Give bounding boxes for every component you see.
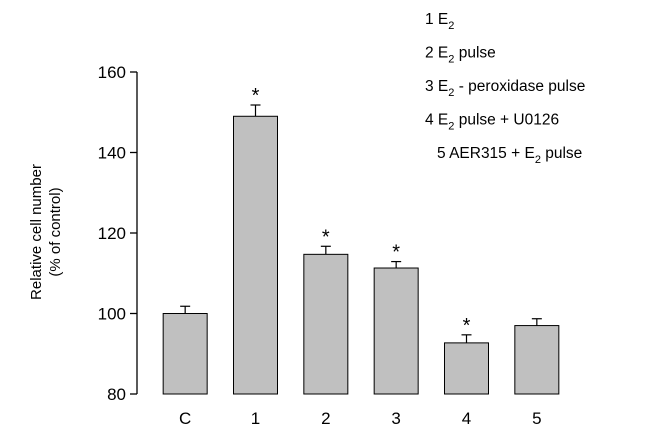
y-tick-label: 80 (107, 385, 126, 404)
y-tick-label: 140 (98, 144, 126, 163)
x-category-label: 3 (391, 409, 400, 428)
bar (444, 342, 489, 395)
x-category-label: 5 (532, 409, 541, 428)
x-axis-labels: C 1 2 3 4 5 (179, 409, 542, 428)
y-tick-label: 120 (98, 224, 126, 243)
significance-marker: * (463, 315, 471, 337)
x-category-label: 1 (251, 409, 260, 428)
x-category-label: 4 (462, 409, 471, 428)
bar (514, 325, 560, 395)
x-category-label: C (179, 409, 191, 428)
y-axis-label-line1: Relative cell number (28, 164, 45, 300)
legend-item: 1 E2 (425, 11, 454, 32)
bar (373, 267, 419, 395)
y-tick-label: 160 (98, 63, 126, 82)
legend-item: 5 AER315 + E2 pulse (437, 145, 582, 166)
legend-item: 4 E2 pulse + U0126 (425, 112, 559, 133)
x-category-label: 2 (321, 409, 330, 428)
legend-item: 2 E2 pulse (425, 45, 496, 66)
bar (233, 115, 278, 395)
significance-marker: * (322, 226, 330, 248)
significance-marker: * (252, 85, 260, 107)
bar (162, 313, 208, 395)
bars: * * * * (162, 85, 560, 395)
significance-marker: * (392, 242, 400, 264)
bar (303, 253, 349, 395)
legend: 1 E2 2 E2 pulse 3 E2 - peroxidase pulse 4 E… (425, 11, 585, 166)
y-axis: 80 100 120 140 160 (98, 63, 138, 404)
y-tick-label: 100 (98, 305, 126, 324)
legend-item: 3 E2 - peroxidase pulse (425, 78, 585, 99)
y-axis-label-line2: (% of control) (47, 187, 64, 276)
